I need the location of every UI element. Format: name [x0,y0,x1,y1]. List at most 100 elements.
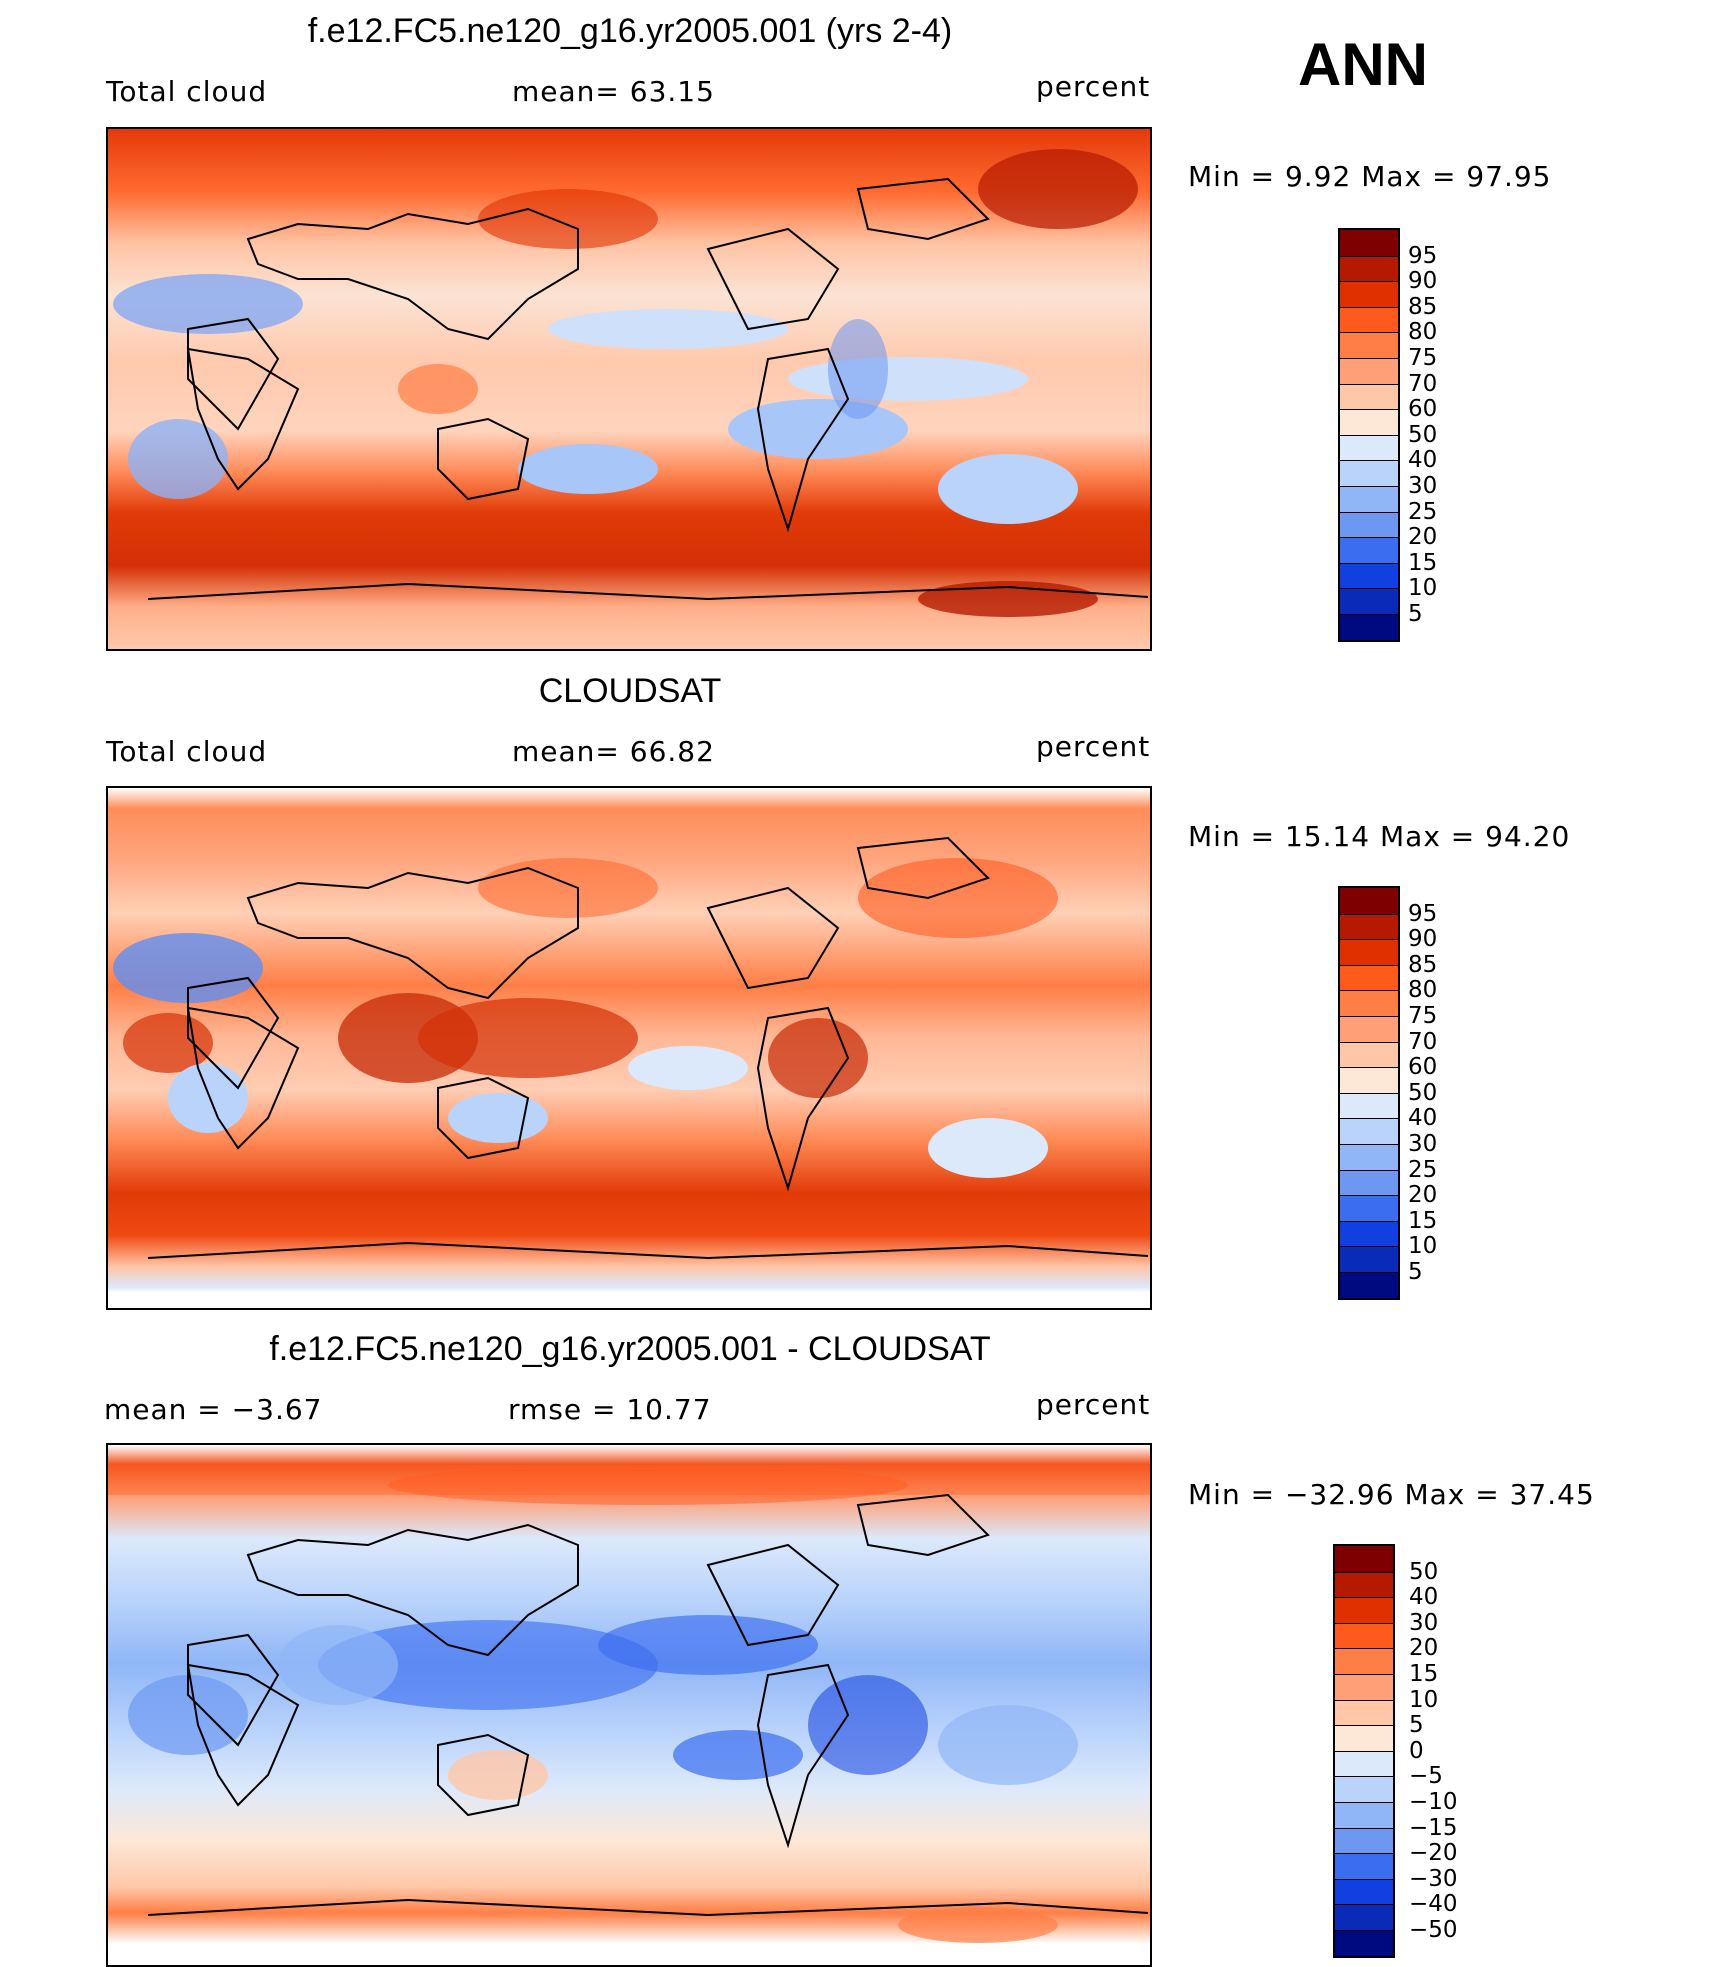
colorbar-swatch [1340,409,1398,435]
panel-title: f.e12.FC5.ne120_g16.yr2005.001 (yrs 2-4) [307,12,953,50]
colorbar-tick-label: 50 [1408,421,1438,448]
colorbar-tick-label: 20 [1408,524,1438,551]
colorbar-swatch [1340,255,1398,282]
colorbar-tick-label: 95 [1408,900,1438,927]
colorbar-boxes [1338,886,1400,1300]
season-label: ANN [1298,31,1428,98]
colorbar-swatch [1340,1118,1398,1144]
colorbar-tick-label: −15 [1409,1814,1458,1841]
colorbar-swatch [1340,1246,1398,1272]
colorbar-tick-label: 75 [1408,345,1438,371]
colorbar-tick-label: 25 [1408,498,1438,525]
cloud-map-model [106,127,1152,651]
colorbar-swatch [1335,1648,1393,1674]
colorbar-boxes [1333,1544,1395,1958]
colorbar-swatch [1340,332,1398,358]
cloud-map-obs [106,786,1152,1310]
colorbar-swatch [1340,511,1398,538]
colorbar-tick-label: 60 [1408,396,1438,423]
panel-title: f.e12.FC5.ne120_g16.yr2005.001 - CLOUDSA… [269,1330,991,1368]
colorbar-swatch [1340,306,1398,333]
colorbar-swatch [1340,485,1398,512]
variable-label: Total cloud [106,75,268,108]
colorbar-swatch [1340,964,1398,991]
colorbar-swatch [1340,1169,1398,1196]
colorbar-tick-label: 40 [1408,1105,1438,1132]
colorbar-tick-label: 70 [1408,370,1438,397]
colorbar-model: 95 90 85 80 75 70 60 50 40 30 25 20 15 10 5 [1338,228,1437,642]
colorbar-swatch [1335,1750,1393,1777]
colorbar-swatch [1340,460,1398,486]
units-label: percent [1036,730,1151,763]
colorbar-swatch [1340,434,1398,461]
units-label: percent [1036,1388,1151,1421]
colorbar-tick-label: 85 [1408,293,1438,320]
colorbar-swatch [1335,1929,1393,1956]
colorbar-obs: 95 90 85 80 75 70 60 50 40 30 25 20 15 10 5 [1338,886,1437,1300]
minmax-label: Min = 9.92 Max = 97.95 [1188,160,1552,193]
colorbar-tick-label: 95 [1408,242,1438,269]
colorbar-swatch [1340,1220,1398,1247]
variable-label: Total cloud [106,735,268,768]
colorbar-tick-label: 80 [1408,977,1438,1004]
colorbar-tick-label: 60 [1408,1054,1438,1081]
colorbar-tick-label: 20 [1409,1635,1439,1662]
colorbar-swatch [1335,1673,1393,1700]
colorbar-swatch [1335,1878,1393,1905]
colorbar-tick-label: 30 [1409,1609,1439,1636]
colorbar-swatch [1340,383,1398,410]
colorbar-swatch [1340,230,1398,256]
colorbar-tick-label: 5 [1408,601,1423,627]
rmse-label: rmse = 10.77 [508,1393,712,1426]
colorbar-swatch [1335,1853,1393,1879]
colorbar-tick-label: −5 [1409,1763,1443,1790]
colorbar-swatch [1340,913,1398,940]
units-label: percent [1036,70,1151,103]
colorbar-swatch [1340,1092,1398,1119]
colorbar-tick-label: 15 [1408,1207,1438,1234]
colorbar-tick-label: −30 [1409,1865,1458,1892]
colorbar-boxes [1338,228,1400,642]
colorbar-swatch [1340,1143,1398,1170]
colorbar-swatch [1335,1597,1393,1623]
colorbar-tick-label: 40 [1408,447,1438,474]
colorbar-swatch [1340,990,1398,1016]
colorbar-swatch [1340,1015,1398,1042]
colorbar-tick-label: 85 [1408,951,1438,978]
colorbar-swatch [1340,1041,1398,1068]
colorbar-swatch [1335,1622,1393,1649]
colorbar-tick-label: 25 [1408,1156,1438,1183]
mean-label: mean = −3.67 [104,1393,323,1426]
colorbar-tick-label: 5 [1408,1259,1423,1285]
colorbar-swatch [1340,1271,1398,1298]
colorbar-tick-label: 50 [1408,1079,1438,1106]
colorbar-tick-label: 20 [1408,1182,1438,1209]
colorbar-swatch [1335,1571,1393,1598]
colorbar-tick-label: 50 [1409,1558,1439,1585]
colorbar-tick-label: 70 [1408,1028,1438,1055]
colorbar-tick-label: 90 [1408,926,1438,953]
mean-label: mean= 63.15 [512,75,715,108]
colorbar-swatch [1340,939,1398,965]
minmax-label: Min = −32.96 Max = 37.45 [1188,1478,1595,1511]
colorbar-tick-label: 15 [1408,549,1438,576]
map-field-diff [108,1445,1150,1965]
colorbar-tick-label: 75 [1408,1003,1438,1029]
colorbar-swatch [1340,357,1398,384]
colorbar-tick-label: 30 [1408,473,1438,499]
colorbar-swatch [1340,537,1398,563]
colorbar-swatch [1335,1801,1393,1828]
colorbar-tick-label: 30 [1408,1131,1438,1157]
colorbar-swatch [1340,281,1398,307]
map-field-model [108,129,1150,649]
colorbar-swatch [1340,1067,1398,1093]
colorbar-swatch [1340,588,1398,614]
colorbar-tick-label: 80 [1408,319,1438,346]
colorbar-tick-label: 5 [1409,1712,1424,1739]
colorbar-tick-label: 0 [1409,1737,1424,1764]
colorbar-tick-label: 10 [1409,1686,1439,1713]
colorbar-swatch [1340,888,1398,914]
colorbar-swatch [1335,1699,1393,1726]
colorbar-tick-label: −50 [1409,1917,1458,1943]
colorbar-swatch [1340,562,1398,589]
